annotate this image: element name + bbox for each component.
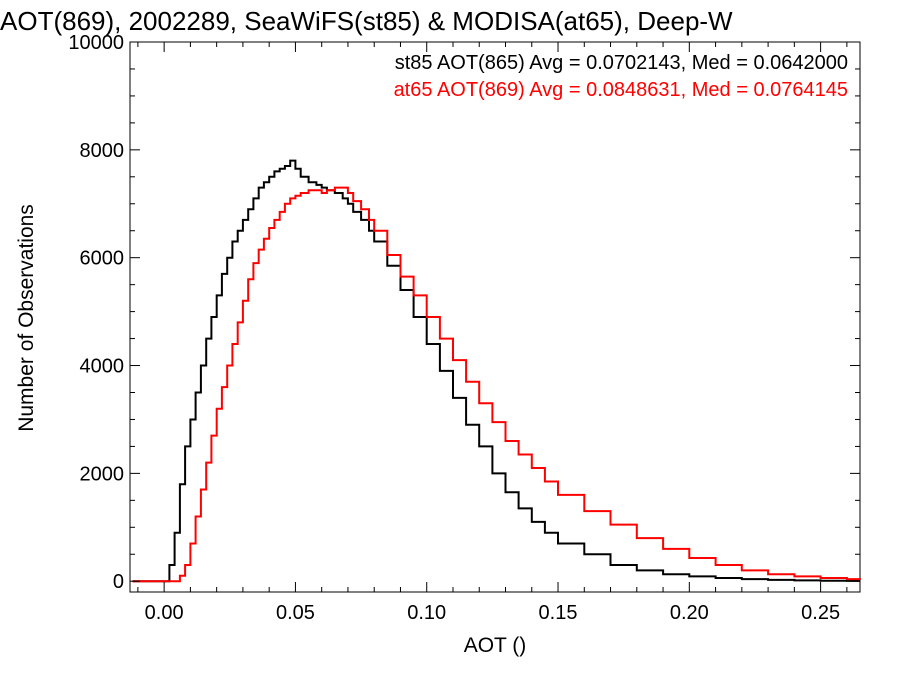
series-line-at65 (132, 186, 861, 583)
x-tick-label: 0.05 (276, 602, 315, 624)
x-tick-label: 0.15 (539, 602, 578, 624)
y-tick-label: 4000 (80, 356, 125, 378)
x-tick-label: 0.25 (801, 602, 840, 624)
series-layer (132, 159, 861, 583)
y-tick-label: 8000 (80, 140, 125, 162)
legend-stat-st85: st85 AOT(865) Avg = 0.0702143, Med = 0.0… (395, 52, 848, 74)
chart-title: AOT(869), 2002289, SeaWiFS(st85) & MODIS… (0, 6, 733, 36)
x-tick-label: 0.10 (407, 602, 446, 624)
y-axis-label: Number of Observations (15, 204, 38, 432)
series-line-st85 (132, 159, 860, 583)
legend-stat-at65: at65 AOT(869) Avg = 0.0848631, Med = 0.0… (394, 79, 848, 101)
x-tick-label: 0.00 (145, 602, 184, 624)
x-axis-label: AOT () (464, 634, 527, 657)
y-tick-label: 10000 (68, 32, 124, 54)
x-tick-label: 0.20 (670, 602, 709, 624)
axes-layer: 0.00 0.05 0.10 0.15 0.20 0.25 0 2000 4000 6000 800… (68, 32, 860, 624)
y-tick-label: 2000 (80, 463, 125, 485)
y-tick-label: 6000 (80, 248, 125, 270)
plot-frame (129, 41, 861, 593)
y-tick-label: 0 (113, 571, 124, 593)
